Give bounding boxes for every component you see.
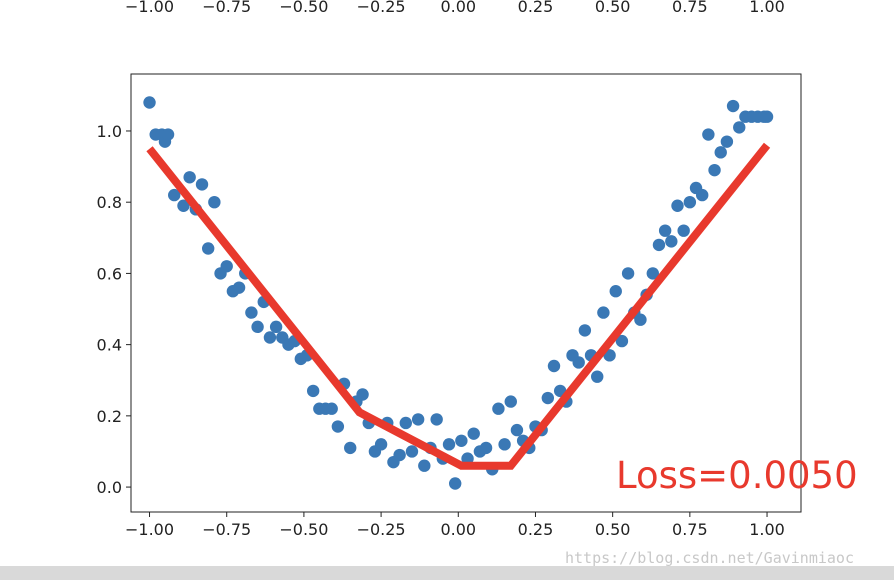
x-tick-label: 1.00 — [749, 520, 785, 539]
y-tick-label: 0.8 — [97, 193, 122, 212]
scatter-point — [331, 420, 345, 433]
bottom-bar — [0, 566, 894, 580]
scatter-point — [760, 110, 774, 123]
top-tick-label: 0.00 — [440, 0, 476, 16]
scatter-point — [399, 416, 412, 430]
scatter-point — [455, 434, 468, 447]
scatter-point — [208, 195, 221, 209]
top-partial-axis: −1.00 −0.75 −0.50 −0.25 0.00 0.25 0.50 0.75 1.00 — [125, 0, 785, 16]
scatter-series — [143, 96, 774, 490]
scatter-point — [492, 402, 505, 415]
top-tick-label: −0.25 — [357, 0, 406, 16]
scatter-point — [597, 306, 610, 319]
scatter-point — [467, 427, 480, 440]
y-tick-label: 0.0 — [97, 478, 122, 497]
scatter-point — [251, 320, 264, 334]
scatter-point — [733, 121, 746, 134]
scatter-point — [510, 423, 524, 437]
top-tick-label: −1.00 — [125, 0, 174, 16]
y-tick-label: 0.2 — [97, 407, 122, 426]
top-tick-label: 0.75 — [672, 0, 708, 16]
fit-line — [146, 142, 771, 470]
scatter-point — [418, 459, 431, 472]
x-tick-label: 0.00 — [440, 520, 476, 539]
scatter-point — [430, 413, 443, 426]
scatter-point — [356, 388, 369, 401]
scatter-point — [726, 99, 740, 113]
x-axis: −1.00 −0.75 −0.50 −0.25 0.00 0.25 0.50 0.75 1.00 — [125, 512, 785, 539]
scatter-point — [161, 128, 175, 141]
scatter-point — [374, 438, 388, 451]
scatter-point — [677, 224, 690, 237]
top-tick-label: 1.00 — [749, 0, 785, 16]
scatter-point — [448, 477, 462, 490]
scatter-point — [442, 438, 456, 451]
scatter-point — [615, 334, 629, 348]
scatter-point — [405, 445, 419, 458]
scatter-point — [547, 359, 561, 373]
scatter-point — [634, 313, 647, 326]
scatter-point — [411, 413, 425, 426]
top-tick-label: 0.25 — [518, 0, 554, 16]
scatter-point — [708, 163, 721, 177]
x-tick-label: −0.50 — [279, 520, 328, 539]
scatter-point — [646, 267, 659, 280]
plot-frame — [130, 73, 802, 513]
top-tick-label: −0.75 — [202, 0, 251, 16]
scatter-point — [263, 331, 277, 344]
x-tick-label: −0.25 — [357, 520, 406, 539]
scatter-point — [461, 452, 474, 465]
x-tick-label: −1.00 — [125, 520, 174, 539]
scatter-point — [168, 188, 181, 202]
loss-annotation: Loss=0.0050 — [616, 454, 858, 497]
scatter-point — [183, 171, 196, 184]
scatter-point — [504, 395, 517, 408]
scatter-point — [609, 285, 622, 298]
y-tick-label: 0.6 — [97, 264, 122, 283]
scatter-point — [479, 441, 493, 455]
scatter-point — [306, 384, 320, 398]
scatter-point — [325, 402, 338, 415]
x-tick-label: 0.25 — [518, 520, 554, 539]
scatter-point — [720, 135, 734, 148]
scatter-point — [683, 195, 697, 209]
scatter-point — [269, 320, 283, 334]
x-tick-label: 0.50 — [595, 520, 631, 539]
scatter-point — [245, 306, 258, 319]
scatter-point — [177, 199, 190, 212]
scatter-point — [201, 242, 215, 255]
scatter-point — [498, 438, 511, 451]
y-tick-label: 0.4 — [97, 336, 122, 355]
x-tick-label: −0.75 — [202, 520, 251, 539]
scatter-point — [344, 441, 357, 455]
scatter-point — [665, 235, 678, 248]
x-tick-label: 0.75 — [672, 520, 708, 539]
scatter-point — [541, 391, 555, 405]
scatter-point — [220, 260, 233, 273]
watermark: https://blog.csdn.net/Gavinmiaoc — [565, 549, 854, 567]
scatter-point — [572, 356, 585, 369]
scatter-point — [393, 448, 406, 462]
scatter-point — [702, 128, 715, 141]
scatter-point — [232, 281, 246, 294]
scatter-point — [695, 188, 709, 202]
scatter-point — [578, 324, 592, 337]
y-tick-label: 1.0 — [97, 122, 122, 141]
scatter-point — [714, 146, 727, 159]
top-tick-label: −0.50 — [279, 0, 328, 16]
scatter-point — [621, 267, 635, 280]
scatter-point — [658, 224, 672, 237]
scatter-point — [652, 238, 666, 252]
y-axis: 0.0 0.2 0.4 0.6 0.8 1.0 — [97, 122, 131, 497]
top-tick-label: 0.50 — [595, 0, 631, 16]
scatter-point — [591, 370, 604, 383]
scatter-point — [671, 199, 684, 212]
scatter-point — [195, 178, 209, 191]
scatter-point — [143, 96, 156, 109]
